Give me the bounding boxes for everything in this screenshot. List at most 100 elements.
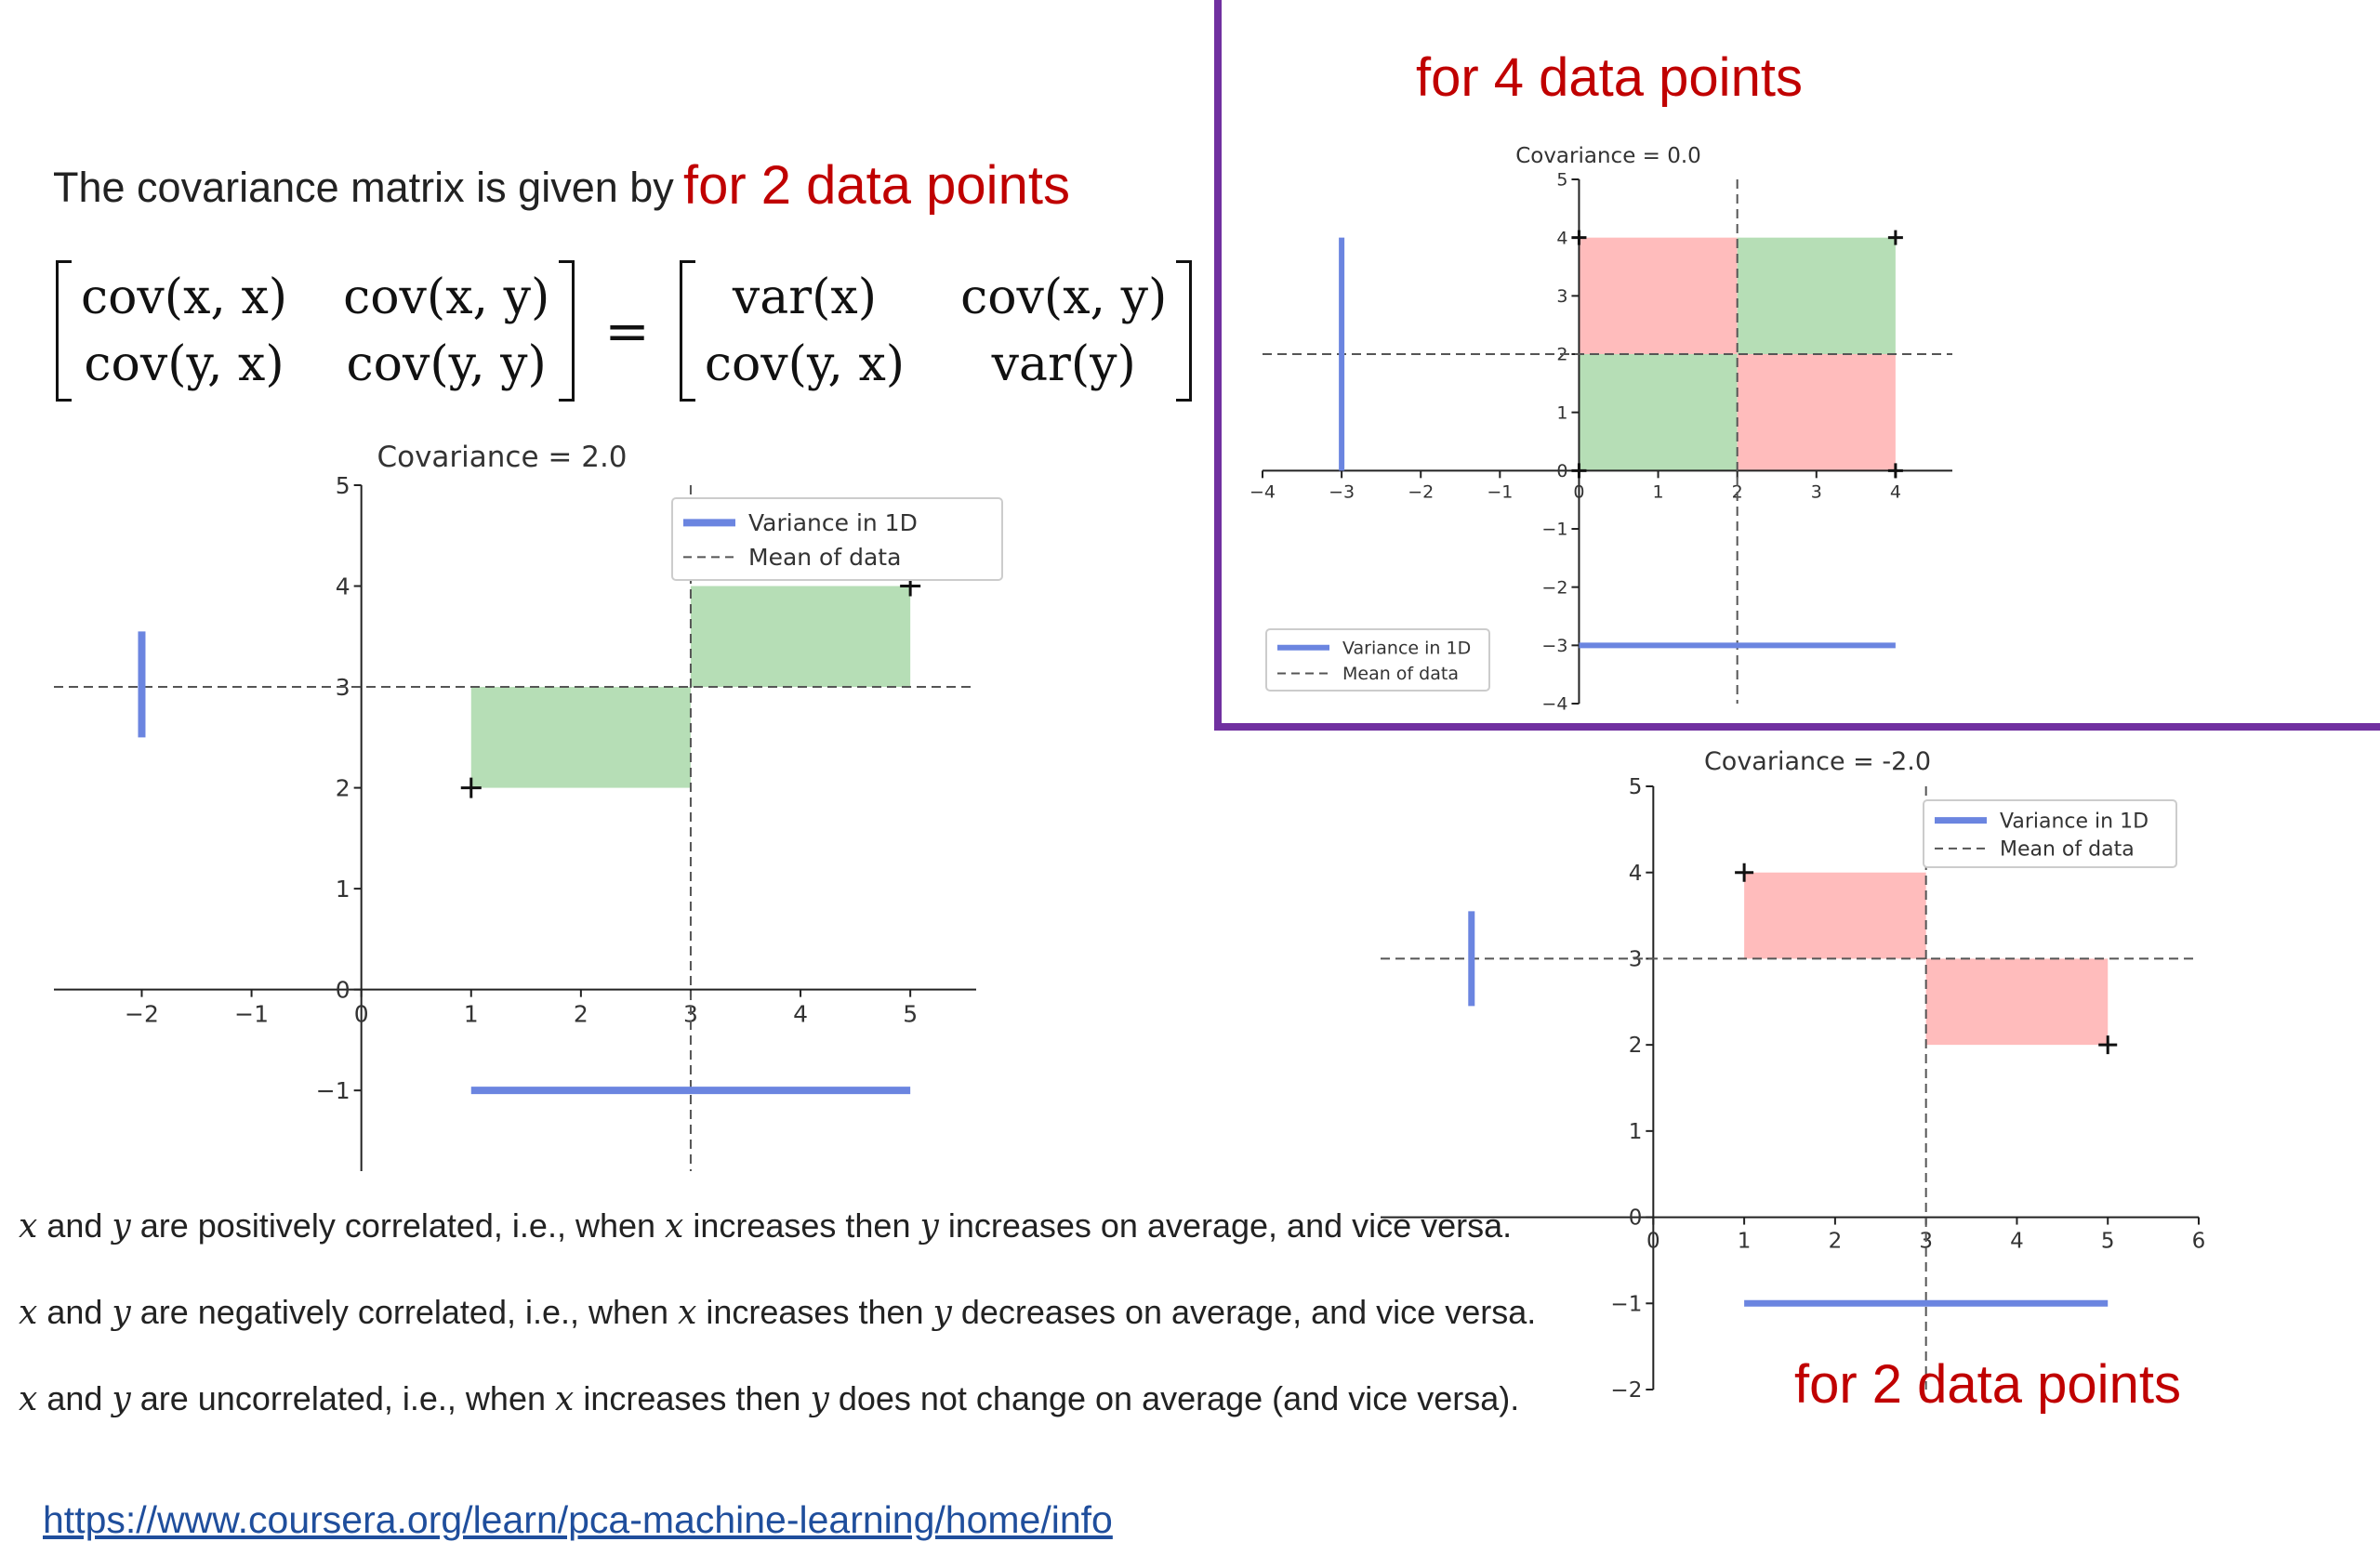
- bracket-left: [56, 260, 72, 402]
- y-tick-label: 5: [336, 472, 350, 499]
- var-x: x: [665, 1207, 684, 1245]
- legend-box: [1265, 628, 1490, 692]
- chart-title: Covariance = 2.0: [377, 441, 627, 474]
- statement-negative: x and y are negatively correlated, i.e.,…: [19, 1293, 1536, 1332]
- intro-line: The covariance matrix is given by: [53, 164, 674, 212]
- y-tick-label: −1: [1541, 520, 1567, 540]
- matrix-cell: cov(x, x): [81, 270, 288, 325]
- x-tick-label: 3: [1811, 481, 1822, 502]
- text-segment: decreases on average, and vice versa.: [951, 1293, 1537, 1331]
- legend-variance-label: Variance in 1D: [1342, 638, 1471, 658]
- x-tick-label: −2: [1408, 481, 1434, 502]
- var-y: y: [932, 1294, 952, 1332]
- text-segment: and: [37, 1379, 112, 1417]
- bracket-right: [1176, 260, 1193, 402]
- y-tick-label: 2: [1629, 1034, 1643, 1058]
- y-tick-label: −1: [316, 1077, 350, 1104]
- text-segment: and: [37, 1206, 112, 1245]
- legend-mean-label: Mean of data: [2000, 838, 2135, 862]
- y-tick-label: 0: [1629, 1206, 1643, 1231]
- chart-title: Covariance = 0.0: [1515, 144, 1701, 168]
- matrix-rhs: var(x) cov(x, y) cov(y, x) var(y): [695, 270, 1176, 392]
- equals-sign: =: [604, 299, 650, 362]
- var-y: y: [919, 1207, 939, 1245]
- label-two-points: for 2 data points: [683, 155, 1070, 216]
- x-tick-label: 4: [2010, 1230, 2024, 1254]
- data-point: [1887, 463, 1903, 479]
- x-tick-label: 0: [1573, 481, 1584, 502]
- var-y: y: [112, 1294, 131, 1332]
- shaded-region: [690, 586, 911, 688]
- y-tick-label: −3: [1541, 636, 1567, 656]
- var-x: x: [19, 1207, 38, 1245]
- matrix-cell: var(x): [732, 270, 878, 325]
- y-tick-label: 4: [1629, 862, 1643, 886]
- statement-positive: x and y are positively correlated, i.e.,…: [19, 1206, 1512, 1245]
- bracket-left: [679, 260, 695, 402]
- matrix-cell: cov(x, y): [343, 270, 550, 325]
- x-tick-label: 0: [354, 1001, 369, 1028]
- var-x: x: [19, 1294, 38, 1332]
- data-point: [1735, 863, 1754, 882]
- text-segment: and: [37, 1293, 112, 1331]
- var-x: x: [555, 1380, 575, 1418]
- var-y: y: [112, 1207, 131, 1245]
- matrix-cell: var(y): [991, 336, 1136, 392]
- x-tick-label: −1: [1487, 481, 1513, 502]
- y-tick-label: 5: [1629, 775, 1643, 799]
- y-tick-label: 5: [1556, 170, 1567, 191]
- four-points-frame: [1214, 0, 2380, 731]
- var-x: x: [19, 1380, 38, 1418]
- shaded-region: [1737, 237, 1896, 354]
- data-point: [1571, 230, 1587, 245]
- var-y: y: [810, 1380, 829, 1418]
- text-segment: are negatively correlated, i.e., when: [130, 1293, 679, 1331]
- y-tick-label: 0: [1556, 461, 1567, 481]
- var-x: x: [678, 1294, 697, 1332]
- shaded-region: [1579, 354, 1738, 471]
- x-tick-label: 1: [464, 1001, 479, 1028]
- label-two-points-bottom: for 2 data points: [1794, 1354, 2181, 1415]
- bracket-right: [559, 260, 575, 402]
- legend-mean-label: Mean of data: [748, 544, 901, 571]
- matrix-cell: cov(y, x): [84, 336, 284, 392]
- covariance-matrix: cov(x, x) cov(x, y) cov(y, x) cov(y, y) …: [56, 257, 1193, 405]
- source-link[interactable]: https://www.coursera.org/learn/pca-machi…: [43, 1498, 1113, 1541]
- shaded-region: [1744, 872, 1926, 959]
- y-tick-label: 3: [1629, 947, 1643, 971]
- y-tick-label: 3: [1556, 286, 1567, 307]
- intro-text: The covariance matrix is given by: [53, 164, 674, 211]
- x-tick-label: 2: [574, 1001, 588, 1028]
- chart-title: Covariance = -2.0: [1704, 747, 1931, 776]
- x-tick-label: −4: [1250, 481, 1276, 502]
- text-segment: increases on average, and vice versa.: [938, 1206, 1513, 1245]
- x-tick-label: 5: [903, 1001, 918, 1028]
- y-tick-label: −2: [1541, 577, 1567, 598]
- legend-variance-label: Variance in 1D: [748, 509, 918, 536]
- shaded-region: [1737, 354, 1896, 471]
- y-tick-label: 1: [1629, 1120, 1643, 1144]
- x-tick-label: −3: [1329, 481, 1355, 502]
- x-tick-label: 6: [2192, 1230, 2206, 1254]
- text-segment: does not change on average (and vice ver…: [828, 1379, 1520, 1417]
- data-point: [2098, 1035, 2118, 1055]
- legend-mean-label: Mean of data: [1342, 664, 1459, 684]
- y-tick-label: −4: [1541, 694, 1567, 715]
- matrix-lhs: cov(x, x) cov(x, y) cov(y, x) cov(y, y): [72, 270, 559, 392]
- text-segment: are positively correlated, i.e., when: [130, 1206, 666, 1245]
- y-tick-label: 4: [336, 573, 350, 600]
- matrix-cell: cov(x, y): [960, 270, 1168, 325]
- x-tick-label: 1: [1653, 481, 1664, 502]
- x-tick-label: −2: [125, 1001, 159, 1028]
- y-tick-label: 1: [1556, 402, 1567, 423]
- x-tick-label: 5: [2101, 1230, 2115, 1254]
- data-point: [460, 777, 482, 798]
- x-tick-label: 2: [1829, 1230, 1843, 1254]
- text-segment: are uncorrelated, i.e., when: [130, 1379, 555, 1417]
- text-segment: increases then: [574, 1379, 811, 1417]
- x-tick-label: 1: [1738, 1230, 1752, 1254]
- matrix-cell: cov(y, y): [346, 336, 547, 392]
- y-tick-label: 1: [336, 876, 350, 903]
